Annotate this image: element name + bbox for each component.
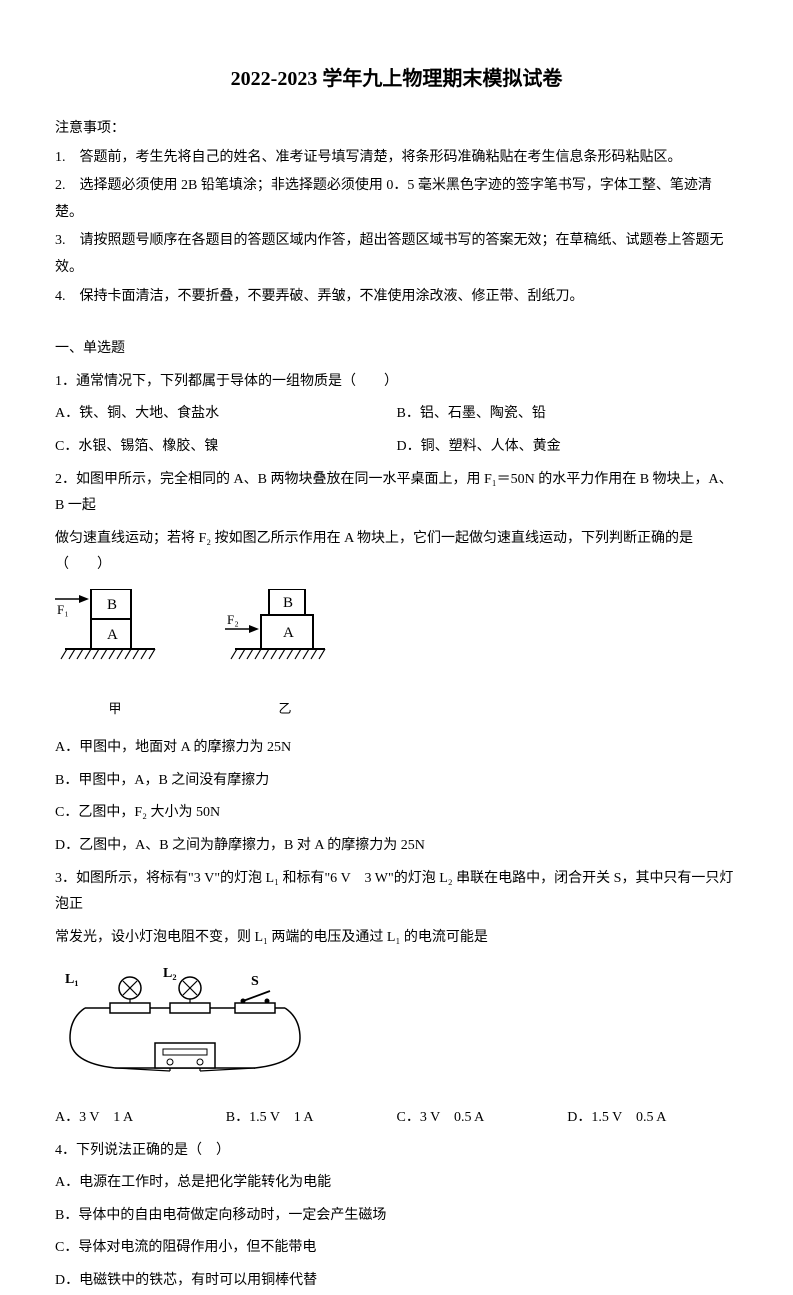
label-f2: F₂ bbox=[227, 612, 239, 627]
label-f1: F₁ bbox=[57, 602, 69, 617]
q3-stem-line1: 3．如图所示，将标有"3 V"的灯泡 L₁ 和标有"6 V 3 W"的灯泡 L₂… bbox=[55, 866, 738, 919]
q4-stem: 4．下列说法正确的是（ ） bbox=[55, 1138, 738, 1165]
q3-stem-line2: 常发光，设小灯泡电阻不变，则 L₁ 两端的电压及通过 L₁ 的电流可能是 bbox=[55, 925, 738, 952]
label-a: A bbox=[107, 627, 118, 643]
label-l2: L₂ bbox=[163, 966, 177, 981]
notice-item: 3. 请按照题号顺序在各题目的答题区域内作答，超出答题区域书写的答案无效；在草稿… bbox=[55, 228, 738, 281]
q1-stem: 1．通常情况下，下列都属于导体的一组物质是（ ） bbox=[55, 369, 738, 396]
label-s: S bbox=[251, 974, 259, 989]
page-title: 2022-2023 学年九上物理期末模拟试卷 bbox=[55, 60, 738, 98]
q4-option-b: B．导体中的自由电荷做定向移动时，一定会产生磁场 bbox=[55, 1203, 738, 1230]
q2-option-b: B．甲图中，A，B 之间没有摩擦力 bbox=[55, 768, 738, 795]
q4-option-c: C．导体对电流的阻碍作用小，但不能带电 bbox=[55, 1235, 738, 1262]
q4-option-a: A．电源在工作时，总是把化学能转化为电能 bbox=[55, 1170, 738, 1197]
notice-item: 1. 答题前，考生先将自己的姓名、准考证号填写清楚，将条形码准确粘贴在考生信息条… bbox=[55, 145, 738, 172]
diagram-yi: F₂ B A 乙 bbox=[225, 589, 345, 721]
label-a2: A bbox=[283, 625, 294, 641]
diagram-jia: F₁ B A 甲 bbox=[55, 589, 175, 721]
q3-option-c: C．3 V 0.5 A bbox=[397, 1105, 568, 1132]
q1-option-a: A．铁、铜、大地、食盐水 bbox=[55, 401, 397, 428]
q1-option-c: C．水银、锡箔、橡胶、镍 bbox=[55, 434, 397, 461]
notice-item: 4. 保持卡面清洁，不要折叠，不要弄破、弄皱，不准使用涂改液、修正带、刮纸刀。 bbox=[55, 284, 738, 311]
q3-option-a: A．3 V 1 A bbox=[55, 1105, 226, 1132]
q3-option-d: D．1.5 V 0.5 A bbox=[567, 1105, 738, 1132]
label-l1: L₁ bbox=[65, 972, 79, 987]
q2-stem-line2: 做匀速直线运动；若将 F₂ 按如图乙所示作用在 A 物块上，它们一起做匀速直线运… bbox=[55, 526, 738, 579]
caption-yi: 乙 bbox=[225, 697, 345, 722]
notice-item: 2. 选择题必须使用 2B 铅笔填涂；非选择题必须使用 0．5 毫米黑色字迹的签… bbox=[55, 173, 738, 226]
q2-option-a: A．甲图中，地面对 A 的摩擦力为 25N bbox=[55, 735, 738, 762]
q3-diagram: L₁ L₂ S bbox=[55, 963, 738, 1089]
notice-heading: 注意事项： bbox=[55, 116, 738, 143]
q1-option-b: B．铝、石墨、陶瓷、铅 bbox=[397, 401, 739, 428]
q2-stem-line1: 2．如图甲所示，完全相同的 A、B 两物块叠放在同一水平桌面上，用 F₁＝50N… bbox=[55, 467, 738, 520]
caption-jia: 甲 bbox=[55, 697, 175, 722]
q2-diagrams: F₁ B A 甲 F₂ B A bbox=[55, 589, 738, 721]
q2-option-d: D．乙图中，A、B 之间为静摩擦力，B 对 A 的摩擦力为 25N bbox=[55, 833, 738, 860]
section-heading: 一、单选题 bbox=[55, 336, 738, 363]
label-b: B bbox=[107, 597, 117, 613]
q1-option-d: D．铜、塑料、人体、黄金 bbox=[397, 434, 739, 461]
q4-option-d: D．电磁铁中的铁芯，有时可以用铜棒代替 bbox=[55, 1268, 738, 1295]
q2-option-c: C．乙图中，F₂ 大小为 50N bbox=[55, 800, 738, 827]
label-b2: B bbox=[283, 595, 293, 611]
q3-option-b: B．1.5 V 1 A bbox=[226, 1105, 397, 1132]
